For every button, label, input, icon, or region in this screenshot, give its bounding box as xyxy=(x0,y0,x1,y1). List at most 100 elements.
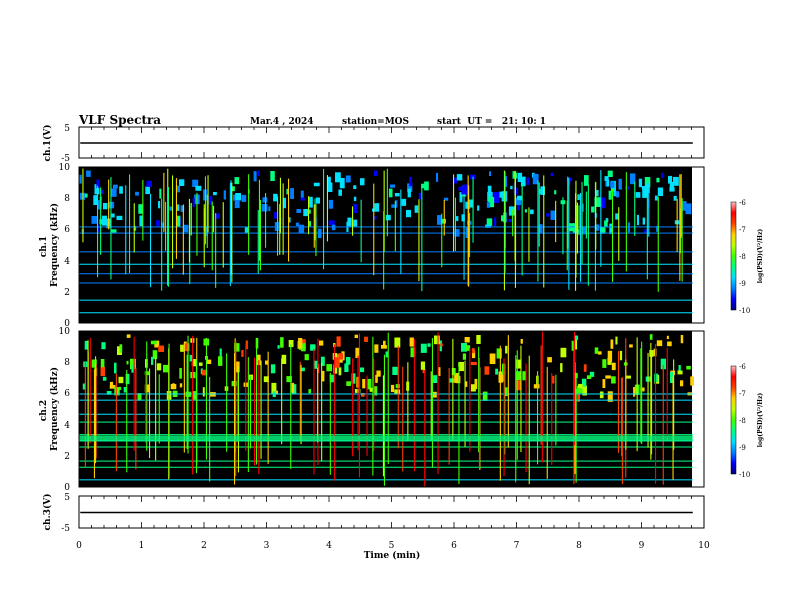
ch2-spectrogram-cell xyxy=(183,341,185,453)
ch1-spectrogram-cell xyxy=(595,190,599,197)
ch2-spectrogram-cell xyxy=(106,391,112,395)
ch2-spectrogram-cell xyxy=(387,332,389,465)
ch1-spectrogram-cell xyxy=(472,176,474,243)
ch2-spectrogram-cell xyxy=(472,350,476,359)
ch1-spectrogram-cell xyxy=(600,227,606,234)
ch1-spectrogram-cell xyxy=(456,174,463,181)
ch1-spectrogram-cell xyxy=(273,193,278,202)
ch2-spectrogram-cell xyxy=(265,360,268,365)
ch2-spectrogram-cell xyxy=(102,376,107,381)
ch2-spectrogram-cell xyxy=(376,370,381,377)
ch1-ylabel-line1: ch.1 xyxy=(39,236,49,257)
ch2-spectrogram-cell xyxy=(619,350,623,361)
ch2-ytick-8: 8 xyxy=(64,358,70,368)
ch2-spectrogram-cell xyxy=(137,393,142,401)
ch2-cbar-tick-m6: -6 xyxy=(739,363,746,371)
ch2-spectrogram-cell xyxy=(280,337,284,348)
ch2-spectrogram-cell xyxy=(209,376,211,482)
ch1-spectrogram-cell xyxy=(577,194,580,200)
ch1-ytick-top: 5 xyxy=(64,124,70,134)
ch1-spectrogram-cell xyxy=(183,224,189,233)
ch1-spectrogram-cell xyxy=(96,179,100,188)
ch2-spectrogram-cell xyxy=(520,345,522,452)
time-tick-label: 6 xyxy=(451,541,457,551)
ch1-spectrogram-cell xyxy=(176,204,180,211)
ch2-spectrogram-cell xyxy=(359,367,365,373)
ch1-spectrogram-cell xyxy=(156,220,160,227)
ch1-spectrogram-cell xyxy=(223,190,226,200)
ch2-spectrogram-cell xyxy=(431,338,433,468)
ch3-voltage-ticks xyxy=(78,496,705,528)
ch2-spectrogram-cell xyxy=(87,340,89,445)
ch2-spectrogram-cell xyxy=(680,335,684,344)
ch1-spectrogram-cell xyxy=(353,196,357,202)
ch1-spectrogram-cell xyxy=(543,175,545,288)
ch2-spectrogram-cell xyxy=(133,336,135,451)
ch2-spectrogram-cell xyxy=(602,359,607,368)
ch2-spectrogram-cell xyxy=(362,379,366,389)
ch2-spectrogram-cell xyxy=(346,381,351,386)
time-tick-label: 4 xyxy=(326,541,332,551)
ch2-spectrogram-cell xyxy=(114,387,120,396)
ch2-spectrogram-cell xyxy=(515,380,522,391)
ch2-spectrogram-cell xyxy=(322,370,325,382)
ch1-cbar-tick-m8: -8 xyxy=(739,253,746,261)
ch1-spectrogram-cell xyxy=(296,209,301,213)
ch1-spectrogram-cell xyxy=(315,204,317,257)
ch1-spectrogram-cell xyxy=(489,171,491,176)
ch1-spectrogram-cell xyxy=(635,192,641,198)
ch1-spectrogram-cell xyxy=(97,224,100,233)
ch1-spectrogram-cell xyxy=(550,210,557,220)
ch2-spectrogram-cell xyxy=(607,350,613,362)
ch2-spectrogram-cell xyxy=(413,338,415,472)
ch1-spectrogram-cell xyxy=(145,186,150,195)
ch2-spectrogram-cell xyxy=(599,391,604,399)
ch2-ytick-6: 6 xyxy=(64,389,70,399)
ch1-spectrogram-cell xyxy=(258,179,260,261)
ch2-spectrogram-cell xyxy=(394,389,401,395)
ch2-spectrogram-cell xyxy=(187,335,189,454)
ch1-colorbar: -6 -7 -8 -9 -10 log(PSD)(V²/Hz) xyxy=(730,199,764,315)
ch2-spectrogram-cell xyxy=(424,370,426,487)
ch1-ytick-10: 10 xyxy=(59,163,71,173)
ch1-spectrogram-cell xyxy=(98,200,102,210)
ch1-spectrogram-cell xyxy=(110,213,115,218)
ch2-spectrogram-cell xyxy=(158,374,160,444)
ch1-spectrogram-cell xyxy=(685,203,692,215)
ch1-spectrogram-cell xyxy=(253,171,257,182)
ch1-spectrogram-cell xyxy=(286,188,289,195)
ch1-spectrogram-cell xyxy=(648,186,650,237)
ch2-spectrogram-cell xyxy=(589,371,595,377)
ch1-ytick-bottom: -5 xyxy=(61,154,70,164)
ch2-spectrogram-cell xyxy=(496,348,502,359)
ch1-spectrogram-cell xyxy=(360,178,365,186)
ch1-spectrogram-cell xyxy=(578,205,580,236)
ch1-spectrogram-cell xyxy=(528,207,530,262)
ch2-spectrogram-cell xyxy=(541,331,543,463)
ch1-spectrogram-cell xyxy=(584,175,589,186)
ch1-spectrogram-cell xyxy=(176,215,181,227)
ch2-spectrogram-cell xyxy=(520,339,523,344)
ch2-spectrogram-cell xyxy=(440,343,443,347)
ch1-spectrogram-cell xyxy=(206,194,208,248)
ch1-spectrogram-cell xyxy=(79,282,693,284)
ch1-spectrogram-cell xyxy=(656,177,660,183)
ch1-spectrogram-cell xyxy=(582,226,587,235)
ch1-spectrogram-cell xyxy=(566,177,573,181)
ch1-spectrogram-panel: 0 2 4 6 8 10 ch.1 Frequency (kHz) xyxy=(39,163,705,329)
ch1-spectrogram-cell xyxy=(283,197,286,209)
ch2-spectrogram-cell xyxy=(373,358,375,451)
ch1-spectrogram-cell xyxy=(259,199,261,271)
ch2-spectrogram-cell xyxy=(484,366,490,375)
ch1-spectrogram-cell xyxy=(300,197,305,201)
ch1-spectrogram-cell xyxy=(679,208,681,254)
ch2-spectrogram-cell xyxy=(495,368,499,375)
ch2-spectrogram-cell xyxy=(79,393,693,395)
ch1-spectrogram-cell xyxy=(215,213,217,288)
ch2-spectrogram-cell xyxy=(145,372,147,443)
ch1-spectrogram-cell xyxy=(468,199,473,208)
ch2-spectrogram-cell xyxy=(577,392,580,402)
ch2-spectrogram-cell xyxy=(464,337,470,343)
ch2-ytick-4: 4 xyxy=(64,421,70,431)
ch2-spectrogram-cell xyxy=(355,347,360,358)
